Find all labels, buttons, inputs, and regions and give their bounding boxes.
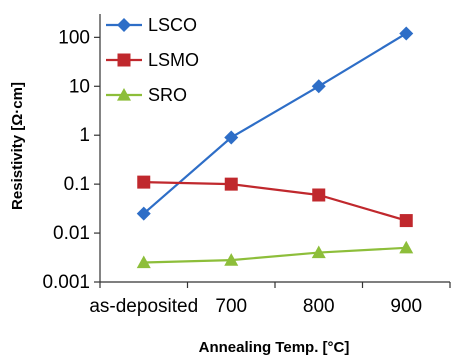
y-tick-label: 100 bbox=[58, 27, 90, 48]
data-point-sro bbox=[224, 253, 239, 266]
y-tick-label: 1 bbox=[79, 125, 90, 146]
data-point-lsco bbox=[224, 130, 239, 145]
y-tick-label: 0.01 bbox=[53, 223, 90, 244]
data-point-lsco bbox=[311, 79, 326, 94]
series-line-lsco bbox=[143, 32, 407, 215]
legend-label-sro: SRO bbox=[148, 85, 187, 105]
y-tick-label: 0.1 bbox=[64, 174, 90, 195]
series-lsmo bbox=[137, 175, 413, 228]
legend-label-lsco: LSCO bbox=[148, 15, 197, 35]
series-lsco bbox=[136, 26, 414, 221]
x-tick-label: 900 bbox=[390, 296, 422, 317]
legend-marker-lsco bbox=[117, 18, 131, 32]
data-point-lsmo bbox=[224, 177, 238, 191]
data-point-sro bbox=[399, 240, 414, 254]
y-tick-label: 0.001 bbox=[42, 272, 90, 293]
legend-item-lsco: LSCO bbox=[106, 15, 197, 35]
axes: 0.001 0.01 0.1 1 10 100 as-deposited 700 800 900 bbox=[42, 14, 451, 317]
data-point-lsmo bbox=[137, 175, 151, 189]
data-point-lsco bbox=[136, 206, 151, 221]
x-axis-title: Annealing Temp. [°C] bbox=[199, 339, 350, 356]
legend-marker-lsmo bbox=[117, 53, 131, 67]
data-point-lsmo bbox=[399, 214, 413, 228]
data-point-sro bbox=[136, 255, 151, 269]
x-tick-label: 800 bbox=[303, 296, 335, 317]
series-line-sro bbox=[143, 246, 407, 264]
series-line-lsmo bbox=[143, 181, 407, 222]
y-axis-title: Resistivity [Ω·cm] bbox=[9, 82, 26, 210]
series-sro bbox=[136, 240, 414, 269]
legend-label-lsmo: LSMO bbox=[148, 50, 199, 70]
x-tick-label: as-deposited bbox=[89, 296, 198, 317]
data-point-lsco bbox=[399, 26, 414, 41]
data-point-sro bbox=[311, 245, 326, 259]
legend: LSCO LSMO SRO bbox=[106, 15, 199, 105]
legend-marker-sro bbox=[117, 88, 131, 101]
x-tick-label: 700 bbox=[215, 296, 247, 317]
legend-item-sro: SRO bbox=[106, 85, 187, 105]
y-tick-label: 10 bbox=[69, 76, 90, 97]
data-point-lsmo bbox=[312, 188, 326, 202]
legend-item-lsmo: LSMO bbox=[106, 50, 199, 70]
series-layer bbox=[136, 26, 414, 269]
